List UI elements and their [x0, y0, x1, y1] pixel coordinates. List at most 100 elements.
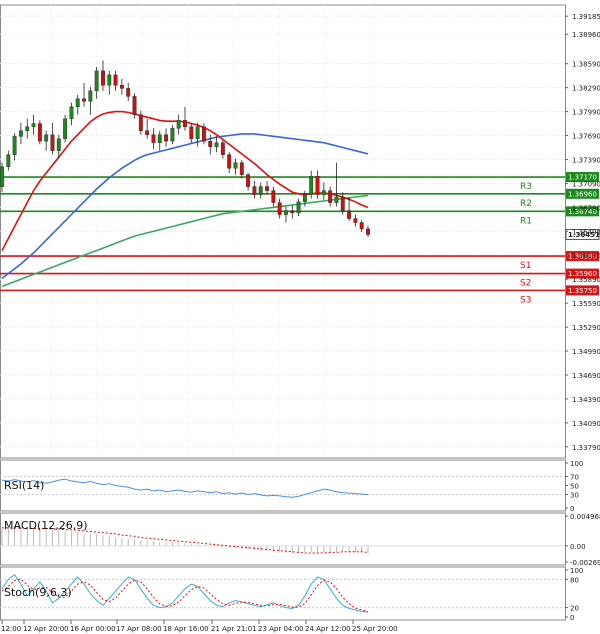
candle — [31, 114, 36, 135]
candle — [63, 114, 68, 143]
price-tick-label: 1.37390 — [572, 156, 600, 164]
price-tick-label: 1.34090 — [572, 420, 600, 428]
price-tick-label: 1.35290 — [572, 324, 600, 332]
candle-body — [340, 196, 345, 211]
candle — [138, 110, 143, 135]
stoch-panel-border — [0, 566, 566, 621]
candle-body — [145, 130, 150, 135]
candle-body — [88, 90, 93, 102]
time-tick-label: 21 Apr 21:01 — [211, 625, 257, 633]
candle — [107, 70, 112, 95]
candle-body — [12, 136, 17, 155]
macd-panel-border — [0, 512, 566, 566]
indicator-tick-label: 100 — [570, 567, 583, 575]
level-price-box — [566, 285, 599, 296]
current-price-box — [565, 229, 600, 240]
candle-body — [265, 186, 269, 191]
candle-body — [164, 134, 169, 142]
price-tick-label: 1.34690 — [572, 372, 600, 380]
candle-body — [189, 126, 194, 139]
candle-body — [69, 106, 74, 119]
candle — [201, 123, 206, 145]
candle — [151, 128, 156, 150]
candle-body — [56, 138, 61, 151]
price-tick-label: 1.36190 — [572, 252, 600, 260]
candle-body — [220, 142, 225, 155]
price-tick-label: 1.33790 — [572, 444, 600, 452]
indicator-tick-label: 20 — [570, 605, 579, 613]
candle-body — [334, 196, 339, 203]
candle-body — [119, 85, 124, 89]
candle — [309, 170, 314, 199]
candle-body — [328, 190, 333, 203]
candle — [328, 186, 333, 207]
candle-body — [214, 142, 219, 147]
candle — [189, 122, 194, 143]
level-name-s3: S3 — [520, 295, 531, 305]
candle — [252, 181, 257, 199]
stoch-d-line — [1, 578, 369, 612]
price-tick-label: 1.37090 — [572, 180, 600, 188]
level-price-box — [566, 268, 599, 279]
time-tick-label: 23 Apr 04:00 — [258, 625, 304, 633]
time-tick-label: 17 Apr 08:00 — [116, 625, 162, 633]
candle — [82, 82, 86, 107]
candle — [113, 70, 118, 91]
macd-panel: 0.004968 0.00 -0.002696 MACD(12,26,9) — [0, 513, 600, 567]
candle-body — [176, 120, 181, 129]
indicator-tick-label: 50 — [570, 483, 579, 491]
ema-green-line — [1, 194, 369, 288]
candle-body — [170, 128, 175, 142]
candle-body — [258, 186, 263, 195]
candle-body — [157, 134, 162, 143]
level-price-label: 1.36180 — [568, 253, 597, 261]
candle — [277, 198, 282, 219]
candle-body — [201, 126, 206, 142]
rsi-line — [1, 478, 369, 498]
price-tick-label: 1.34990 — [572, 348, 600, 356]
stoch-k-line — [1, 573, 369, 613]
candle — [183, 106, 187, 131]
candle-body — [107, 74, 112, 86]
candle — [75, 94, 80, 115]
candle-body — [233, 162, 238, 169]
candle-body — [183, 120, 187, 127]
price-tick-label: 1.37690 — [572, 133, 600, 141]
candle-body — [353, 218, 358, 223]
indicator-tick-label: 0 — [570, 505, 574, 513]
candle — [359, 220, 364, 233]
candle — [214, 136, 219, 153]
price-tick-label: 1.37990 — [572, 109, 600, 117]
indicator-tick-label: 30 — [570, 492, 579, 500]
candle-body — [284, 210, 288, 215]
candle-body — [246, 174, 251, 187]
candle — [296, 198, 301, 217]
rsi-panel-border — [0, 459, 566, 512]
candle — [302, 190, 307, 207]
candle-body — [37, 123, 42, 142]
level-price-box — [566, 206, 599, 217]
macd-signal-line — [2, 527, 369, 554]
price-tick-label: 1.39185 — [572, 13, 600, 21]
candle-body — [82, 98, 86, 102]
candle — [347, 196, 352, 221]
level-name-r3: R3 — [520, 182, 532, 192]
candle — [132, 93, 137, 119]
indicator-tick-label: 100 — [570, 460, 583, 468]
candle — [239, 160, 244, 179]
candle-body — [239, 162, 244, 175]
level-price-label: 1.37170 — [568, 174, 597, 182]
level-price-box — [566, 251, 599, 262]
current-price-label: 1.36451 — [568, 231, 600, 239]
candle-body — [302, 194, 307, 202]
time-tick-label: 24 Apr 12:00 — [305, 625, 351, 633]
candle-body — [151, 134, 156, 143]
time-tick-label: 16 Apr 00:00 — [70, 625, 116, 633]
level-name-s1: S1 — [520, 261, 531, 271]
candle — [220, 140, 225, 159]
candle — [290, 204, 295, 219]
candle — [101, 60, 105, 91]
candle-body — [6, 154, 11, 167]
